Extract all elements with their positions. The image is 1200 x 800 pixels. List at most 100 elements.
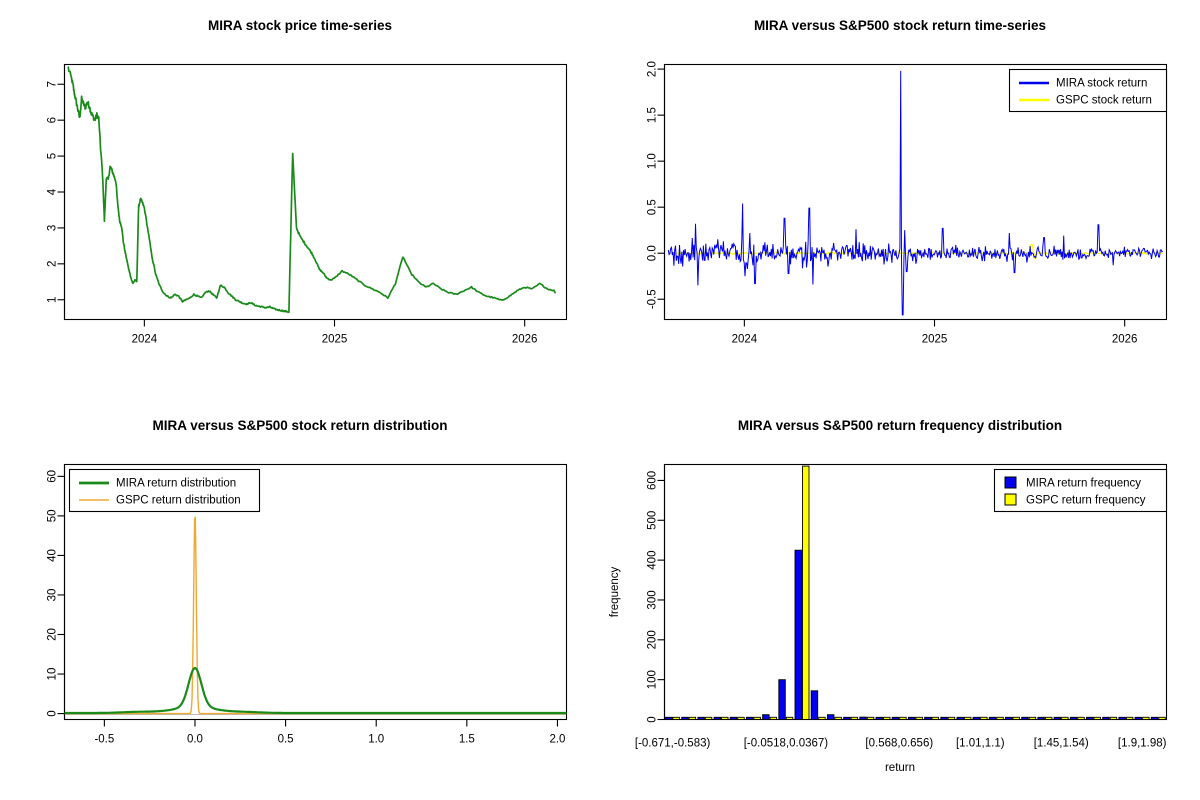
x-tick-label: [1.45,1.54) — [1034, 738, 1089, 750]
y-tick-label: 20 — [47, 628, 59, 641]
panel2-legend: MIRA stock return GSPC stock return — [1008, 68, 1168, 113]
panel3-series-mira-distribution — [64, 667, 567, 715]
x-tick-label: [-0.671,-0.583) — [635, 738, 711, 750]
histogram-bar-mira — [972, 716, 981, 720]
y-tick-label: 100 — [647, 670, 659, 689]
panel3-title: MIRA versus S&P500 stock return distribu… — [152, 418, 447, 433]
histogram-bar-gspc — [1044, 716, 1053, 720]
histogram-bar-mira — [907, 716, 916, 720]
legend-label-gspc-return-frequency: GSPC return frequency — [1026, 495, 1146, 507]
histogram-bar-mira — [1053, 716, 1062, 720]
histogram-bar-mira — [794, 549, 802, 720]
histogram-bar-mira — [988, 716, 997, 720]
x-tick-label: 2025 — [922, 334, 948, 346]
legend-label-mira-stock-return: MIRA stock return — [1056, 78, 1147, 90]
histogram-bar-mira — [843, 716, 851, 720]
histogram-bar-mira — [1021, 716, 1029, 720]
histogram-bar-gspc — [850, 716, 859, 720]
histogram-bar-mira — [745, 716, 754, 720]
histogram-bar-mira — [826, 714, 835, 720]
histogram-bar-gspc — [834, 716, 842, 720]
panel4-y-axis-label: frequency — [609, 567, 621, 618]
histogram-bar-gspc — [866, 716, 875, 720]
histogram-bar-gspc — [1077, 716, 1085, 720]
y-tick-label: 4 — [47, 188, 59, 195]
panel4-y-axis: 0 100 200 300 400 500 600 — [647, 464, 666, 723]
histogram-bar-mira — [956, 716, 964, 720]
y-tick-label: 0 — [47, 710, 59, 716]
histogram-bar-mira — [1086, 716, 1094, 720]
x-tick-label: 0.0 — [187, 734, 203, 746]
panel3-x-axis: -0.5 0.0 0.5 1.0 1.5 2.0 — [94, 719, 565, 746]
panel1-x-axis: 2024 2025 2026 — [132, 319, 538, 346]
y-tick-label: 40 — [47, 549, 59, 562]
histogram-bar-gspc — [672, 716, 680, 720]
histogram-bar-mira — [1005, 716, 1013, 720]
legend-swatch-mira-return-frequency — [1004, 476, 1017, 489]
histogram-bar-gspc — [769, 716, 778, 720]
y-tick-label: -0.5 — [647, 289, 659, 309]
histogram-bar-gspc — [883, 716, 891, 720]
histogram-bar-mira — [762, 714, 770, 720]
x-tick-label: [1.01,1.1) — [956, 738, 1005, 750]
y-tick-label: 60 — [47, 470, 59, 483]
y-tick-label: 1 — [47, 297, 59, 303]
histogram-bar-gspc — [785, 716, 794, 720]
histogram-bar-gspc — [1093, 716, 1101, 720]
histogram-bar-gspc — [1012, 716, 1020, 720]
x-tick-label: [0.568,0.656) — [865, 738, 933, 750]
panel4-x-axis-label: return — [885, 762, 915, 774]
legend-label-mira-return-frequency: MIRA return frequency — [1026, 478, 1141, 490]
panel4-legend: MIRA return frequency GSPC return freque… — [993, 468, 1168, 513]
histogram-bar-gspc — [931, 716, 939, 720]
panel2-x-axis: 2024 2025 2026 — [732, 319, 1138, 346]
histogram-bar-mira — [778, 679, 786, 720]
histogram-bar-gspc — [688, 716, 697, 720]
histogram-bar-gspc — [1061, 716, 1069, 720]
histogram-bar-gspc — [899, 716, 907, 720]
panel1-series-mira-price — [67, 66, 556, 314]
histogram-bar-mira — [665, 716, 673, 720]
histogram-bar-mira — [1037, 716, 1045, 720]
histogram-bar-mira — [681, 716, 689, 720]
histogram-bar-gspc — [963, 716, 972, 720]
histogram-bar-gspc — [915, 716, 923, 720]
x-tick-label: 2026 — [512, 334, 538, 346]
histogram-bar-gspc — [818, 716, 826, 720]
y-tick-label: 5 — [47, 153, 59, 159]
histogram-bar-mira — [810, 690, 819, 720]
y-tick-label: 0.5 — [647, 199, 659, 215]
legend-label-mira-return-distribution: MIRA return distribution — [116, 478, 236, 490]
panel2-series-mira-return — [667, 70, 1164, 316]
histogram-bar-gspc — [980, 716, 988, 720]
y-tick-label: 0.0 — [647, 245, 659, 261]
histogram-bar-mira — [875, 716, 883, 720]
panel-return-frequency: MIRA versus S&P500 return frequency dist… — [600, 400, 1200, 800]
panel2-plot-area: -0.5 0.0 0.5 1.0 1.5 2.0 2024 2025 2026 MIRA st… — [647, 61, 1168, 346]
legend-swatch-gspc-return-frequency — [1004, 493, 1017, 506]
y-tick-label: 1.5 — [647, 107, 659, 123]
histogram-bar-mira — [1118, 716, 1126, 720]
y-tick-label: 400 — [647, 551, 659, 570]
x-tick-label: 1.5 — [459, 734, 475, 746]
histogram-bar-mira — [891, 716, 900, 720]
panel1-y-axis: 1 2 3 4 5 6 7 — [47, 64, 66, 320]
histogram-bar-mira — [729, 716, 738, 720]
panel1-title: MIRA stock price time-series — [208, 18, 392, 33]
x-tick-label: [1.9,1.98) — [1118, 738, 1167, 750]
x-tick-label: 1.0 — [368, 734, 384, 746]
histogram-bar-gspc — [721, 716, 729, 720]
panel4-bars — [665, 465, 1166, 720]
y-tick-label: 1.0 — [647, 153, 659, 169]
histogram-bar-gspc — [1028, 716, 1037, 720]
x-tick-label: 2026 — [1112, 334, 1138, 346]
y-tick-label: 600 — [647, 471, 659, 490]
y-tick-label: 30 — [47, 589, 59, 602]
histogram-bar-gspc — [753, 716, 761, 720]
histogram-bar-mira — [713, 716, 722, 720]
y-tick-label: 3 — [47, 225, 59, 231]
histogram-bar-mira — [697, 716, 705, 720]
legend-label-gspc-return-distribution: GSPC return distribution — [116, 495, 241, 507]
histogram-bar-mira — [1069, 716, 1078, 720]
y-tick-label: 200 — [647, 630, 659, 649]
